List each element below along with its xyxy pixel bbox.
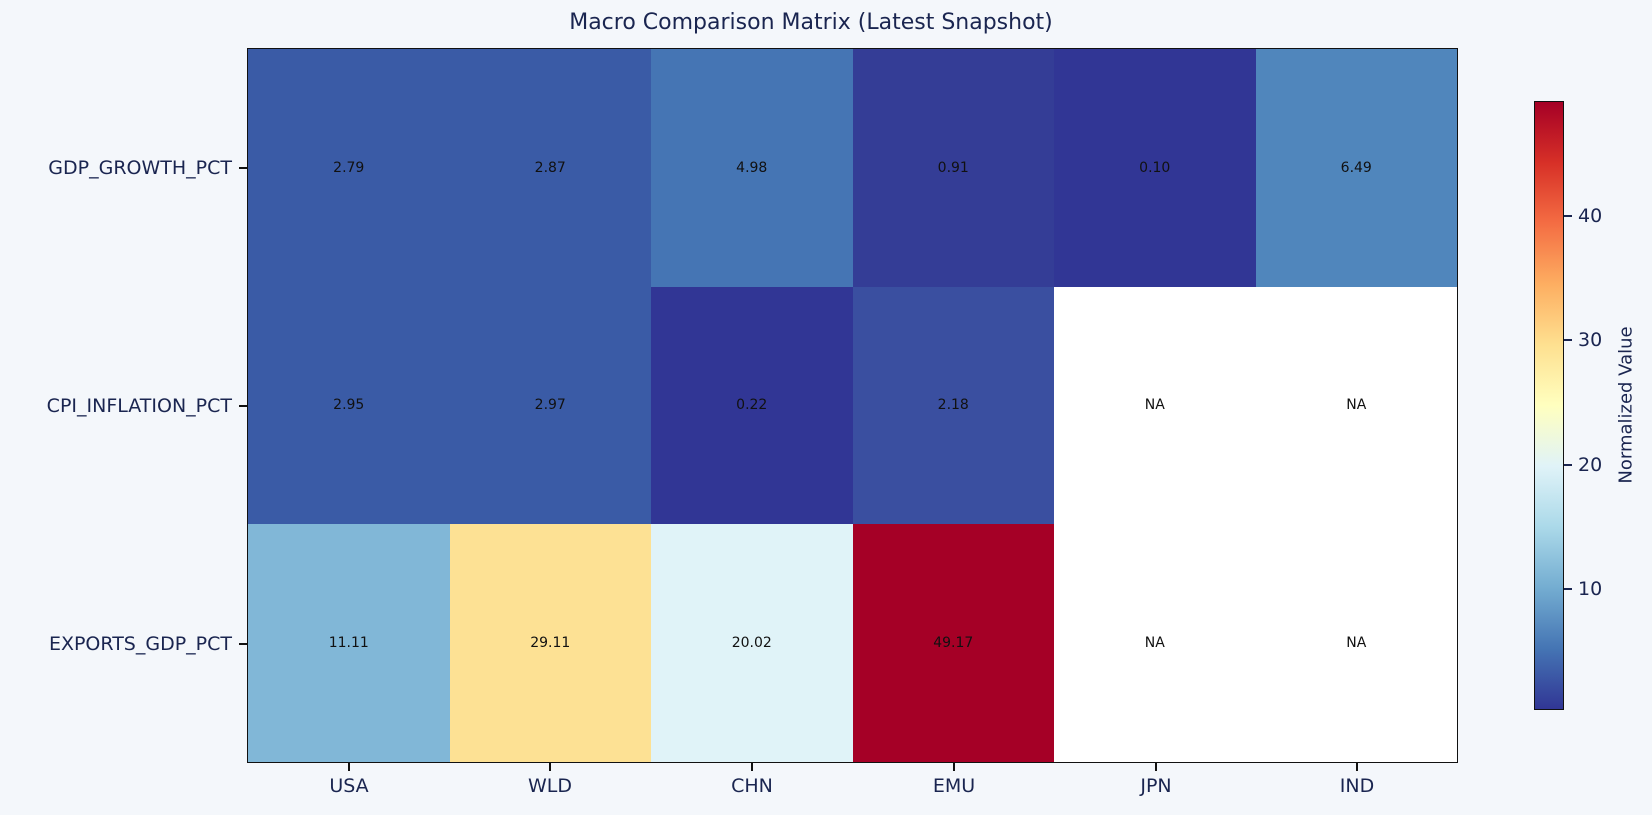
x-tick-label: JPN	[1140, 775, 1172, 797]
x-tick-label: IND	[1339, 775, 1375, 797]
y-tick-label: CPI_INFLATION_PCT	[46, 395, 232, 417]
y-tick-label: EXPORTS_GDP_PCT	[48, 633, 232, 655]
cell-value: 6.49	[1340, 159, 1372, 176]
y-tick	[239, 643, 247, 645]
cell-value: 2.87	[534, 159, 566, 176]
heatmap-cell: 0.10	[1054, 49, 1256, 287]
x-tick	[751, 763, 753, 771]
cell-value: 20.02	[731, 635, 772, 652]
colorbar-tick	[1564, 588, 1572, 590]
cell-value: NA	[1346, 635, 1367, 652]
heatmap-cell: 4.98	[651, 49, 853, 287]
colorbar-tick-label: 20	[1578, 454, 1603, 476]
cell-value: 11.11	[328, 635, 369, 652]
x-tick-label: WLD	[527, 775, 573, 797]
x-tick	[953, 763, 955, 771]
heatmap-cell: 2.18	[852, 286, 1054, 525]
x-tick	[1356, 763, 1358, 771]
heatmap-cell: 2.79	[248, 49, 450, 287]
colorbar	[1534, 101, 1564, 710]
heatmap-cell: 0.22	[651, 286, 853, 525]
colorbar-tick	[1564, 215, 1572, 217]
heatmap-cell: 2.87	[449, 49, 651, 287]
colorbar-tick-label: 30	[1578, 329, 1603, 351]
cell-value: 2.97	[534, 397, 566, 414]
heatmap-cell: NA	[1054, 286, 1256, 525]
cell-value: 0.22	[736, 397, 768, 414]
heatmap-cell: 2.97	[449, 286, 651, 525]
colorbar-tick	[1564, 339, 1572, 341]
heatmap-cell: 0.91	[852, 49, 1054, 287]
x-tick	[348, 763, 350, 771]
cell-value: 49.17	[933, 635, 974, 652]
heatmap-cell: NA	[1255, 524, 1457, 762]
cell-value: 4.98	[736, 159, 768, 176]
heatmap-cell: 29.11	[449, 524, 651, 762]
colorbar-title: Normalized Value	[1615, 326, 1637, 484]
cell-value: NA	[1346, 397, 1367, 414]
x-tick	[549, 763, 551, 771]
y-tick-label: GDP_GROWTH_PCT	[48, 157, 232, 179]
cell-value: 0.10	[1139, 159, 1171, 176]
heatmap-cell: 49.17	[852, 524, 1054, 762]
x-tick-label: CHN	[731, 775, 773, 797]
chart-title: Macro Comparison Matrix (Latest Snapshot…	[569, 10, 1053, 35]
y-tick	[239, 167, 247, 169]
y-tick	[239, 405, 247, 407]
x-tick	[1155, 763, 1157, 771]
heatmap-cell: 11.11	[248, 524, 450, 762]
cell-value: 29.11	[530, 635, 571, 652]
x-tick-label: USA	[329, 775, 369, 797]
colorbar-tick	[1564, 464, 1572, 466]
cell-value: NA	[1144, 397, 1165, 414]
heatmap-cell: NA	[1255, 286, 1457, 525]
cell-value: NA	[1144, 635, 1165, 652]
heatmap-cell: 2.95	[248, 286, 450, 525]
colorbar-tick-label: 40	[1578, 205, 1603, 227]
heatmap-cell: 6.49	[1255, 49, 1457, 287]
cell-value: 2.79	[333, 159, 365, 176]
cell-value: 2.18	[937, 397, 969, 414]
cell-value: 2.95	[333, 397, 365, 414]
colorbar-tick-label: 10	[1578, 578, 1603, 600]
heatmap-cell: 20.02	[651, 524, 853, 762]
heatmap-cell: NA	[1054, 524, 1256, 762]
heatmap-plot-area: 2.79 2.87 4.98 0.91 0.10 6.49 2.95 2.97 …	[247, 48, 1458, 763]
x-tick-label: EMU	[932, 775, 976, 797]
cell-value: 0.91	[937, 159, 969, 176]
